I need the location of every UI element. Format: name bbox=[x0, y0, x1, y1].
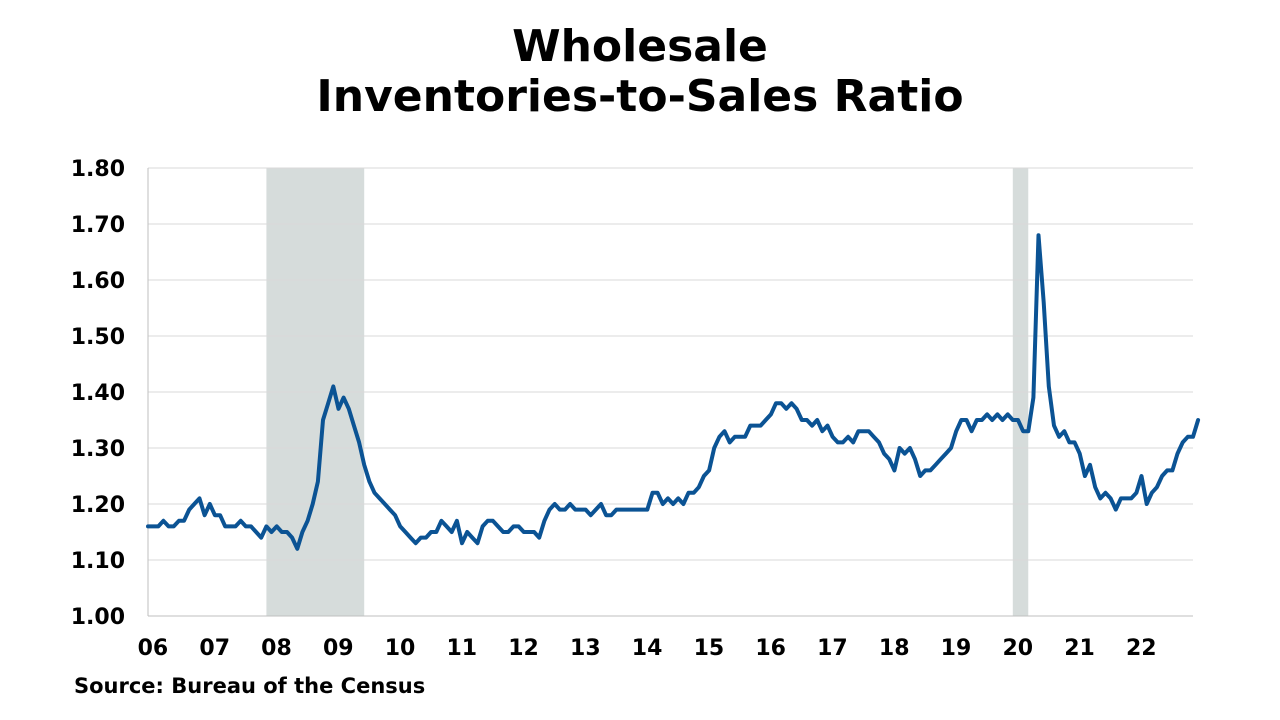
y-tick-labels: 1.00 1.10 1.20 1.30 1.40 1.50 1.60 1.70 1.80 bbox=[71, 157, 125, 630]
x-tick-label: 10 bbox=[385, 636, 416, 661]
x-tick-label: 15 bbox=[694, 636, 725, 661]
x-tick-label: 08 bbox=[261, 636, 292, 661]
x-tick-label: 21 bbox=[1064, 636, 1095, 661]
x-tick-label: 16 bbox=[755, 636, 786, 661]
x-tick-label: 07 bbox=[199, 636, 230, 661]
y-tick-label: 1.20 bbox=[71, 493, 125, 518]
x-tick-label: 17 bbox=[817, 636, 848, 661]
y-tick-label: 1.10 bbox=[71, 549, 125, 574]
x-tick-label: 18 bbox=[879, 636, 910, 661]
source-note: Source: Bureau of the Census bbox=[74, 674, 426, 698]
axes bbox=[147, 168, 1193, 617]
chart-title: Wholesale Inventories-to-Sales Ratio bbox=[0, 22, 1280, 122]
y-tick-label: 1.70 bbox=[71, 213, 125, 238]
x-tick-label: 06 bbox=[138, 636, 169, 661]
series-line-layer bbox=[146, 233, 1201, 551]
chart-title-line-1: Wholesale bbox=[512, 21, 768, 72]
series-line-1 bbox=[146, 233, 1201, 551]
x-tick-label: 12 bbox=[508, 636, 539, 661]
y-tick-label: 1.40 bbox=[71, 381, 125, 406]
x-tick-label: 19 bbox=[941, 636, 972, 661]
y-tick-label: 1.00 bbox=[71, 605, 125, 630]
y-tick-label: 1.30 bbox=[71, 437, 125, 462]
y-tick-label: 1.80 bbox=[71, 157, 125, 182]
x-tick-label: 22 bbox=[1126, 636, 1157, 661]
y-tick-label: 1.50 bbox=[71, 325, 125, 350]
y-tick-label: 1.60 bbox=[71, 269, 125, 294]
chart-title-line-2: Inventories-to-Sales Ratio bbox=[316, 71, 964, 122]
x-tick-label: 20 bbox=[1002, 636, 1033, 661]
x-tick-label: 09 bbox=[323, 636, 354, 661]
x-tick-label: 13 bbox=[570, 636, 601, 661]
x-tick-labels: 06 07 08 09 10 11 12 13 14 15 16 17 18 19 20 21 22 bbox=[138, 636, 1157, 661]
x-tick-label: 11 bbox=[446, 636, 477, 661]
x-tick-label: 14 bbox=[632, 636, 663, 661]
